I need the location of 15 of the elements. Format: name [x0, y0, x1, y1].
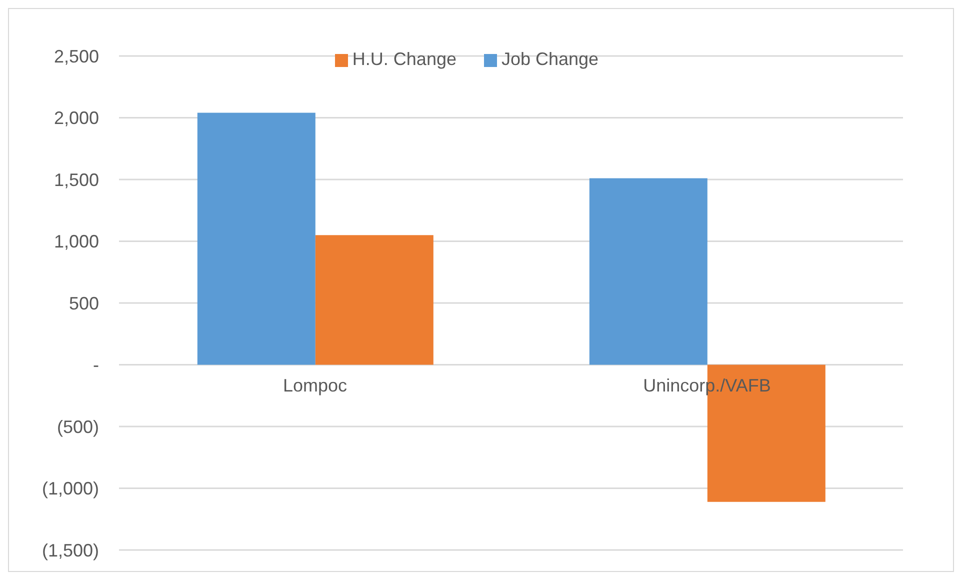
y-tick-label: (1,000) [42, 478, 99, 499]
bar [315, 235, 434, 365]
bar [197, 112, 316, 365]
y-tick-label: (500) [56, 416, 99, 437]
y-tick-label: 500 [68, 293, 99, 314]
y-tick-label: (1,500) [42, 540, 99, 560]
y-tick-label: 2,500 [54, 46, 99, 66]
x-tick-label: Lompoc [282, 376, 348, 396]
y-tick-label: 1,000 [54, 232, 99, 252]
legend-label: Job Change [501, 49, 599, 69]
legend-label: H.U. Change [352, 49, 456, 69]
y-tick-label: 2,000 [54, 108, 99, 128]
y-tick-label: 1,500 [54, 170, 99, 190]
y-tick-label: - [93, 355, 99, 376]
bar [589, 178, 708, 365]
